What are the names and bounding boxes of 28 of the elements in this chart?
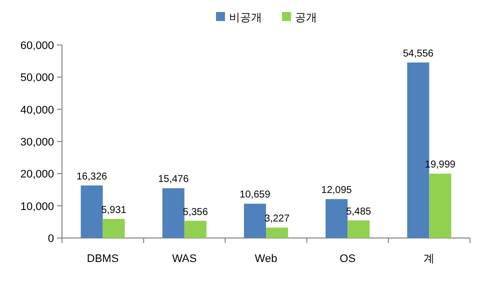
legend-label: 비공개 bbox=[229, 12, 262, 24]
bar bbox=[102, 218, 125, 238]
x-tick-label: 계 bbox=[424, 253, 435, 265]
y-tick-label: 50,000 bbox=[20, 72, 54, 84]
y-tick-label: 10,000 bbox=[20, 200, 54, 213]
y-tick-label: 0 bbox=[48, 233, 54, 245]
bar bbox=[348, 220, 370, 238]
bar bbox=[80, 185, 103, 238]
x-tick-label: OS bbox=[340, 253, 356, 265]
y-tick-label: 20,000 bbox=[20, 168, 54, 181]
x-tick-label: WAS bbox=[172, 253, 197, 265]
bar bbox=[162, 188, 184, 238]
bar bbox=[429, 174, 452, 238]
x-tick-label: Web bbox=[254, 253, 278, 265]
y-tick-label: 40,000 bbox=[20, 104, 54, 116]
y-tick-label: 60,000 bbox=[20, 40, 54, 52]
x-tick-label: DBMS bbox=[86, 253, 119, 265]
y-tick-label: 30,000 bbox=[20, 136, 54, 148]
data-label: 12,095 bbox=[321, 185, 352, 196]
bar bbox=[266, 228, 288, 238]
data-label: 16,326 bbox=[76, 171, 108, 182]
data-label: 54,556 bbox=[402, 48, 434, 60]
data-label: 15,476 bbox=[158, 174, 190, 186]
data-label: 10,659 bbox=[240, 190, 271, 201]
legend-label: 공개 bbox=[295, 12, 317, 24]
bar bbox=[184, 220, 206, 238]
bar bbox=[244, 204, 266, 238]
bar bbox=[326, 199, 348, 238]
